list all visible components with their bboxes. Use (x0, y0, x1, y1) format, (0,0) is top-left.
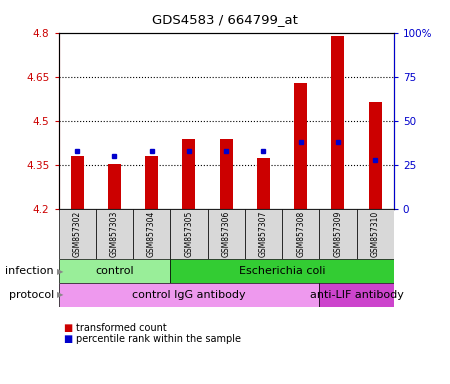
Bar (220, 139, 233, 209)
Text: ▶: ▶ (57, 290, 63, 300)
Text: GSM857310: GSM857310 (371, 211, 380, 257)
Bar (356, 209, 394, 259)
Bar (58, 259, 170, 283)
Text: ■: ■ (63, 323, 72, 333)
Bar (282, 209, 319, 259)
Text: ▶: ▶ (57, 266, 63, 276)
Text: GSM857309: GSM857309 (333, 211, 342, 257)
Bar (257, 158, 270, 209)
Text: control IgG antibody: control IgG antibody (132, 290, 246, 300)
Text: Escherichia coli: Escherichia coli (239, 266, 325, 276)
Text: ■: ■ (63, 334, 72, 344)
Text: GSM857302: GSM857302 (72, 211, 81, 257)
Bar (319, 283, 394, 307)
Bar (245, 209, 282, 259)
Text: anti-LIF antibody: anti-LIF antibody (310, 290, 404, 300)
Bar (331, 36, 344, 209)
Text: protocol: protocol (9, 290, 54, 300)
Text: control: control (95, 266, 134, 276)
Text: percentile rank within the sample: percentile rank within the sample (76, 334, 241, 344)
Bar (71, 156, 84, 209)
Bar (108, 164, 121, 209)
Bar (170, 259, 394, 283)
Bar (133, 209, 170, 259)
Bar (170, 209, 207, 259)
Bar (294, 83, 307, 209)
Bar (319, 209, 356, 259)
Text: GSM857307: GSM857307 (259, 211, 268, 257)
Bar (207, 209, 245, 259)
Text: GDS4583 / 664799_at: GDS4583 / 664799_at (152, 13, 298, 26)
Bar (58, 209, 96, 259)
Text: GSM857303: GSM857303 (110, 211, 119, 257)
Bar (58, 283, 319, 307)
Text: GSM857305: GSM857305 (184, 211, 194, 257)
Text: GSM857304: GSM857304 (147, 211, 156, 257)
Text: GSM857308: GSM857308 (296, 211, 305, 257)
Text: transformed count: transformed count (76, 323, 166, 333)
Bar (96, 209, 133, 259)
Text: infection: infection (5, 266, 54, 276)
Text: GSM857306: GSM857306 (221, 211, 230, 257)
Bar (145, 156, 158, 209)
Bar (369, 102, 382, 209)
Bar (182, 139, 195, 209)
